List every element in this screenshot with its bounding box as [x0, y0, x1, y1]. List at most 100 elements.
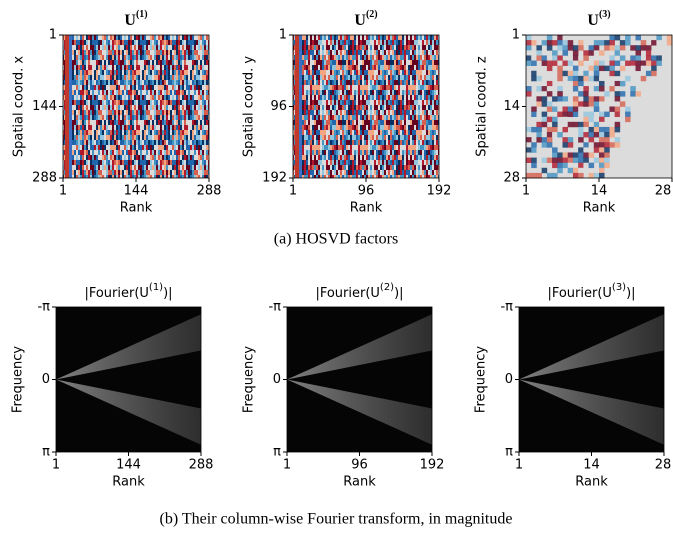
heatmap-cell — [578, 111, 584, 118]
y-tick-label: π — [273, 445, 281, 460]
heatmap-cell — [593, 75, 600, 82]
x-tick-label: 1 — [289, 184, 297, 199]
heatmap-cell — [526, 60, 532, 66]
x-axis-label: Rank — [350, 201, 383, 216]
panel: |Fourier(U(1))| 1 144 288 -π 0 π Rank Frequency — [11, 282, 214, 490]
heatmap-cell — [578, 40, 584, 46]
heatmap-cell — [572, 86, 579, 92]
heatmap-cell — [578, 162, 584, 169]
caption: (a) HOSVD factors — [274, 231, 398, 248]
heatmap-cell — [546, 40, 553, 46]
heatmap-cell — [609, 65, 615, 72]
heatmap-cell — [599, 80, 605, 87]
heatmap-cell — [640, 40, 647, 46]
heatmap-cell — [625, 116, 631, 123]
heatmap-cell — [567, 75, 574, 82]
heatmap-cell — [578, 132, 584, 138]
heatmap-cell — [526, 50, 532, 56]
heatmap-cell — [546, 137, 553, 143]
heatmap-cell — [656, 35, 662, 41]
heatmap-cell — [609, 40, 615, 46]
heatmap-cell — [588, 70, 595, 77]
heatmap-cell — [572, 121, 579, 128]
y-tick-label: 288 — [32, 171, 57, 186]
heatmap-cell — [541, 137, 548, 143]
heatmap-cell — [562, 35, 569, 41]
heatmap-cell — [640, 75, 647, 82]
heatmap-cell — [635, 45, 642, 51]
heatmap-cell — [578, 60, 584, 66]
heatmap-cell — [562, 116, 569, 123]
heatmap-cell — [588, 126, 595, 133]
heatmap-cell — [572, 50, 579, 56]
heatmap-cell — [552, 132, 558, 138]
heatmap-cell — [604, 65, 610, 72]
heatmap-cell — [578, 101, 584, 107]
heatmap-cell — [645, 60, 652, 66]
heatmap-cell — [536, 55, 542, 61]
heatmap-cell — [619, 50, 626, 56]
heatmap-cell — [583, 101, 589, 107]
panel-title: U(1) — [124, 9, 147, 28]
heatmap-cell — [599, 50, 605, 56]
heatmap-cell — [541, 157, 548, 163]
x-tick-label: 288 — [197, 184, 222, 199]
heatmap-cell — [583, 40, 589, 46]
spectrum-band — [287, 379, 432, 445]
heatmap-cell — [567, 106, 574, 112]
heatmap-cell — [526, 142, 532, 148]
heatmap-cell — [609, 45, 615, 51]
heatmap-cell — [536, 172, 542, 179]
heatmap-cell — [578, 75, 584, 82]
heatmap-cell — [557, 152, 563, 158]
x-tick-label: 28 — [655, 184, 672, 199]
x-axis-label: Rank — [112, 475, 145, 490]
heatmap-cell — [562, 96, 569, 102]
x-tick-label: 1 — [522, 184, 530, 199]
x-tick-label: 96 — [358, 184, 375, 199]
heatmap-cell — [531, 40, 537, 46]
heatmap-cell — [578, 45, 584, 51]
title-sup: (1) — [136, 9, 148, 20]
heatmap-cell — [531, 60, 537, 66]
heatmap-cell — [562, 162, 569, 169]
heatmap-cell — [562, 106, 569, 112]
heatmap-cell — [635, 91, 642, 97]
heatmap-cell — [614, 96, 621, 102]
heatmap-cell — [531, 106, 537, 112]
x-tick-label: 96 — [351, 458, 368, 473]
heatmap-cell — [572, 60, 579, 66]
heatmap-cell — [526, 35, 532, 41]
heatmap-cell — [567, 35, 574, 41]
y-axis-label: Spatial coord. y — [242, 56, 257, 158]
heatmap-cell — [599, 152, 605, 158]
heatmap-cell — [541, 75, 548, 82]
heatmap-cell — [572, 167, 579, 174]
heatmap-cell — [640, 45, 647, 51]
heatmap-cell — [526, 147, 532, 153]
heatmap-cell — [583, 157, 589, 163]
heatmap-cell — [588, 147, 595, 153]
heatmap-cell — [583, 70, 589, 77]
heatmap-cell — [640, 86, 647, 92]
heatmap-cell — [609, 142, 615, 148]
heatmap-cell — [567, 60, 574, 66]
heatmap-cell — [583, 147, 589, 153]
heatmap-cell — [604, 162, 610, 169]
heatmap-cell — [599, 40, 605, 46]
heatmap-cell — [572, 96, 579, 102]
heatmap-cell — [526, 101, 532, 107]
heatmap-cell — [593, 116, 600, 123]
heatmap-cell — [562, 126, 569, 133]
heatmap-cell — [625, 86, 631, 92]
heatmap-cell — [583, 121, 589, 128]
heatmap-cell — [619, 111, 626, 118]
heatmap-cell — [614, 137, 621, 143]
y-tick-label: 0 — [273, 372, 281, 387]
panel-title: |Fourier(U(2))| — [315, 282, 403, 301]
heatmap-cell — [552, 40, 558, 46]
heatmap-cell — [531, 96, 537, 102]
heatmap-cell — [557, 55, 563, 61]
panel-title: U(3) — [587, 9, 610, 28]
